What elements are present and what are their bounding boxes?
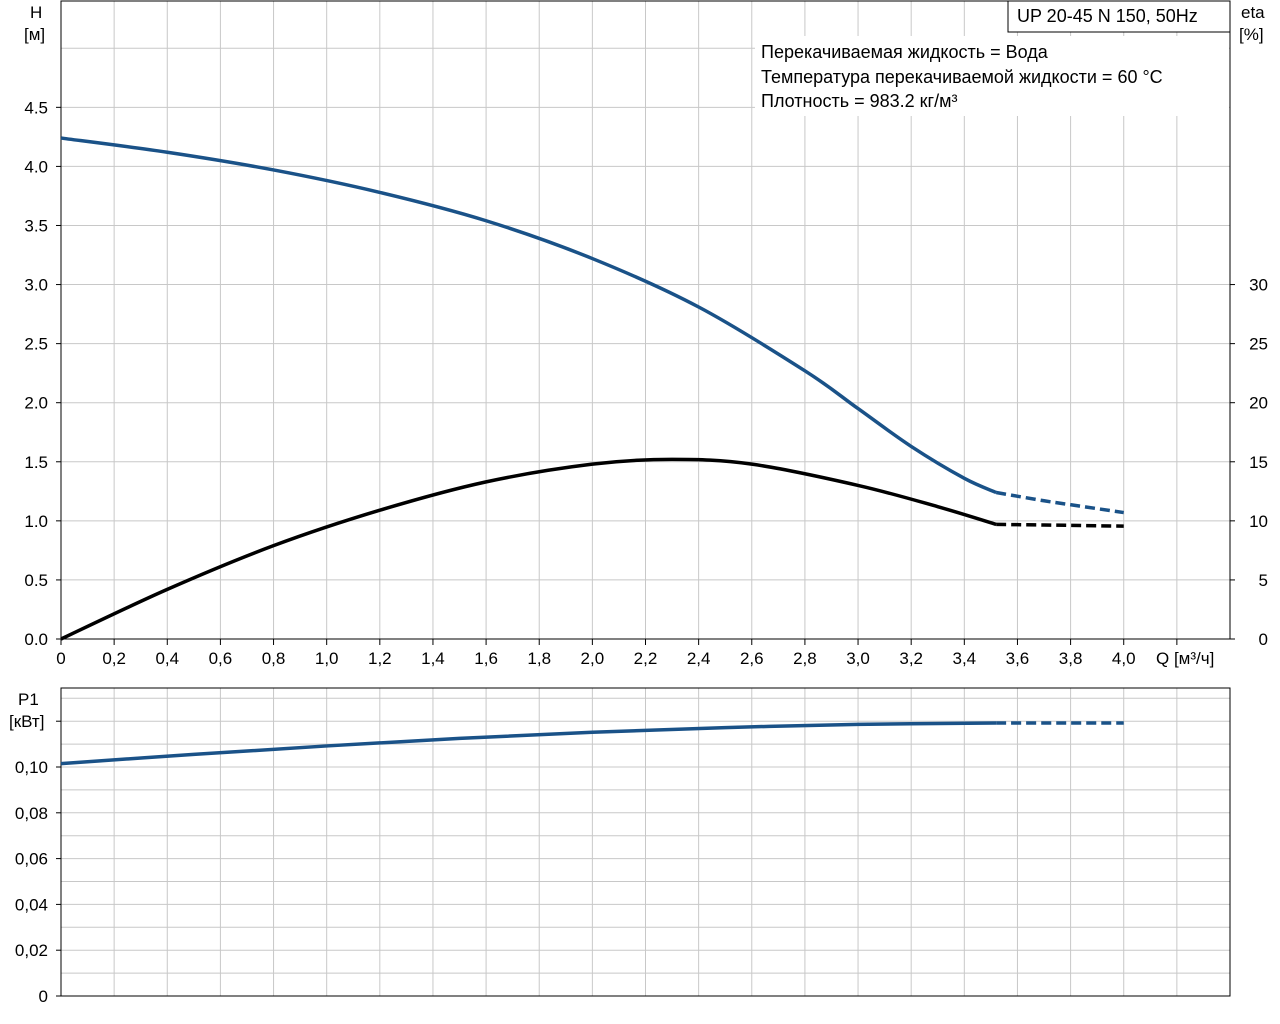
legend-box-text: UP 20-45 N 150, 50Hz (1017, 6, 1198, 26)
annotation-density: Плотность = 983.2 кг/м³ (761, 91, 957, 111)
efficiency-curve (60, 457, 997, 641)
y-right-tick-label: 5 (1259, 571, 1268, 590)
x-tick-label: 2,2 (634, 649, 658, 668)
x-tick-label: 1,8 (527, 649, 551, 668)
x-tick-label: 1,4 (421, 649, 445, 668)
x-axis-label: Q [м³/ч] (1156, 649, 1214, 668)
y-left-tick-label: 3.5 (24, 216, 48, 235)
x-tick-label: 2,8 (793, 649, 817, 668)
x-tick-label: 1,0 (315, 649, 339, 668)
y-left-tick-label: 1.0 (24, 512, 48, 531)
p1-tick-label: 0,04 (15, 895, 48, 914)
y-left-tick-label: 4.0 (24, 157, 48, 176)
x-tick-label: 0,8 (262, 649, 286, 668)
y-right-tick-label: 0 (1259, 630, 1268, 649)
x-tick-label: 0,4 (155, 649, 179, 668)
x-tick-label: 2,6 (740, 649, 764, 668)
x-tick-label: 0,6 (209, 649, 233, 668)
y-left-tick-label: 0.5 (24, 571, 48, 590)
y-left-tick-label: 2.0 (24, 394, 48, 413)
y-left-label-line2: [м] (24, 25, 45, 44)
y-left-tick-label: 1.5 (24, 453, 48, 472)
y-right-tick-label: 15 (1249, 453, 1268, 472)
y-left-tick-label: 0.0 (24, 630, 48, 649)
x-tick-label: 3,0 (846, 649, 870, 668)
p1-label-line1: P1 (18, 690, 39, 709)
bottom-panel-frame (60, 687, 1231, 997)
x-tick-label: 4,0 (1112, 649, 1136, 668)
x-tick-label: 2,4 (687, 649, 711, 668)
x-tick-label: 3,6 (1006, 649, 1030, 668)
p1-tick-label: 0,06 (15, 850, 48, 869)
y-left-label-line1: H (30, 3, 42, 22)
y-right-tick-label: 30 (1249, 276, 1268, 295)
x-tick-label: 0,2 (102, 649, 126, 668)
p1-tick-label: 0,08 (15, 804, 48, 823)
efficiency-curve-extrapolated (996, 522, 1124, 528)
p1-tick-label: 0,10 (15, 758, 48, 777)
y-right-tick-label: 20 (1249, 394, 1268, 413)
p1-label-line2: [кВт] (9, 712, 44, 731)
x-tick-label: 2,0 (581, 649, 605, 668)
annotation-background (755, 36, 1229, 116)
x-tick-label: 3,4 (952, 649, 976, 668)
y-right-label-line1: eta (1241, 3, 1265, 22)
annotation-temperature: Температура перекачиваемой жидкости = 60… (761, 67, 1163, 87)
y-left-tick-label: 2.5 (24, 335, 48, 354)
y-left-tick-label: 4.5 (24, 98, 48, 117)
p1-tick-label: 0,02 (15, 941, 48, 960)
x-tick-label: 1,2 (368, 649, 392, 668)
y-left-tick-label: 3.0 (24, 276, 48, 295)
bottom-panel-grid (61, 688, 1230, 996)
curves (60, 136, 1124, 766)
x-tick-label: 3,2 (899, 649, 923, 668)
y-right-label-line2: [%] (1239, 25, 1264, 44)
x-tick-label: 3,8 (1059, 649, 1083, 668)
p1-tick-label: 0 (39, 987, 48, 1006)
y-right-tick-label: 25 (1249, 335, 1268, 354)
axis-ticks: 0 0,2 0,4 0,6 0,8 1,0 1,2 1,4 1,6 1,8 2,0 2,2 2,4 2,6… (15, 98, 1268, 1006)
power-curve (60, 721, 997, 766)
x-tick-label: 0 (56, 649, 65, 668)
x-tick-label: 1,6 (474, 649, 498, 668)
head-curve (60, 136, 997, 495)
annotation-fluid: Перекачиваемая жидкость = Вода (761, 42, 1049, 62)
head-curve-extrapolated (995, 490, 1124, 515)
legend-box (1007, 0, 1231, 33)
y-right-tick-label: 10 (1249, 512, 1268, 531)
top-panel-grid (61, 1, 1230, 639)
